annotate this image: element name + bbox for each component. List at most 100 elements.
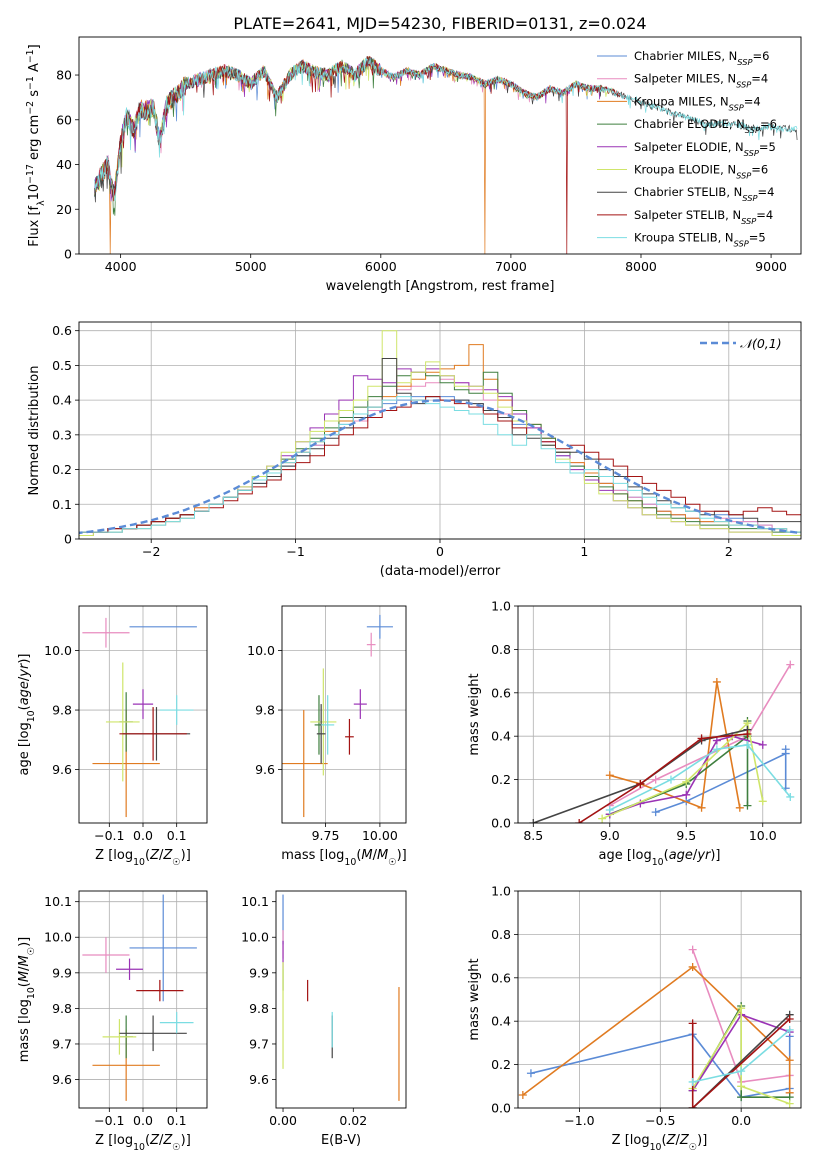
y-tick-label: 0.0 [491, 816, 511, 831]
y-tick-label: 9.7 [52, 1036, 72, 1051]
axes-frame [517, 605, 802, 824]
mass-weight-marker [605, 805, 614, 814]
axes-frame [78, 605, 208, 824]
mass-weight-line [692, 1005, 790, 1105]
axes-frame [78, 890, 208, 1109]
residual-histogram-panel: −2 −1 0 1 2 0 0.1 0.2 0.3 0.4 0.5 0.6 (data-model)/e… [27, 321, 802, 579]
y-axis-label: mass [log10(M/M☉)] [17, 937, 37, 1063]
mass-weight-marker [785, 1099, 794, 1108]
x-tick-label: 0.02 [339, 1113, 367, 1128]
y-axis-label: Normed distribution [27, 366, 42, 496]
mass-weight-marker [786, 792, 795, 801]
mass-weight-marker [737, 1067, 746, 1076]
axes-frame [281, 605, 407, 824]
y-tick-label: 0.5 [52, 358, 72, 373]
axes-frame [78, 321, 802, 540]
x-tick-label: 10.00 [362, 828, 398, 843]
mass-weight-marker [666, 775, 675, 784]
y-tick-label: 0.8 [491, 642, 511, 657]
x-tick-label: 0.0 [133, 828, 153, 843]
x-tick-label: 6000 [365, 259, 397, 274]
mass-weight-marker [785, 1015, 794, 1024]
y-tick-label: 9.8 [255, 703, 275, 718]
age-vs-metallicity-panel: −0.1 0.0 0.1 9.6 9.8 10.0 Z [log10(Z/Z☉)] age [… [17, 605, 208, 868]
spectrum-panel: 4000 5000 6000 7000 8000 9000 0 20 40 60 80 wavelen… [25, 36, 802, 294]
y-tick-label: 10.0 [44, 643, 72, 658]
legend-label: Chabrier STELIB, NSSP=4 [634, 185, 774, 203]
x-tick-label: 2 [725, 544, 733, 559]
spectrum-line [94, 56, 626, 254]
x-tick-label: −0.5 [645, 1113, 675, 1128]
y-tick-label: 60 [56, 112, 72, 127]
x-tick-label: 0.0 [133, 1113, 153, 1128]
mass-weight-marker [688, 1077, 697, 1086]
mass-weight-line [691, 1018, 791, 1108]
plot-area [82, 894, 197, 1101]
x-tick-label: 8.5 [523, 828, 543, 843]
x-tick-label: 0.0 [731, 1113, 751, 1128]
mass-weight-marker [529, 819, 538, 823]
legend-label: Salpeter MILES, NSSP=4 [634, 72, 768, 90]
legend-label: Kroupa MILES, NSSP=4 [634, 94, 761, 112]
mass-weight-marker [605, 771, 614, 780]
mass-weight-marker [712, 677, 721, 686]
y-tick-label: 9.6 [249, 1072, 269, 1087]
y-tick-label: 1.0 [491, 884, 511, 899]
mass-weight-marker [712, 736, 721, 745]
legend-label: Salpeter STELIB, NSSP=4 [634, 208, 773, 226]
y-tick-label: 0 [64, 247, 72, 262]
x-tick-label: 5000 [235, 259, 267, 274]
y-tick-label: 0 [64, 532, 72, 547]
x-tick-label: 1 [580, 544, 588, 559]
mass-weight-line [533, 728, 748, 823]
x-axis-label: E(B-V) [321, 1133, 361, 1148]
mass-weight-marker [682, 777, 691, 786]
mass-weight-marker [781, 745, 790, 754]
mass-weight-marker [598, 814, 607, 823]
plot-area [82, 617, 197, 818]
y-tick-label: 10.1 [44, 894, 72, 909]
y-tick-label: 0.2 [491, 772, 511, 787]
mass-weight-marker [743, 740, 752, 749]
legend-label: Chabrier MILES, NSSP=6 [634, 49, 769, 67]
x-axis-label: (data-model)/error [380, 564, 501, 579]
plot-area [282, 614, 393, 818]
x-axis-label: Z [log10(Z/Z☉)] [95, 848, 191, 868]
x-axis-label: Z [log10(Z/Z☉)] [95, 1133, 191, 1153]
y-tick-label: 9.9 [249, 965, 269, 980]
age-vs-mass-panel: 9.75 10.00 9.6 9.8 10.0 mass [log10(M/M☉)] [247, 605, 407, 868]
mass-weight-marker [758, 797, 767, 806]
y-tick-label: 80 [56, 68, 72, 83]
mass-weight-marker [651, 775, 660, 784]
spectrum-line [94, 58, 611, 202]
mass-weight-marker [697, 803, 706, 812]
x-tick-label: 0.1 [167, 828, 187, 843]
y-tick-label: 9.6 [52, 1072, 72, 1087]
y-axis-label: mass weight [467, 673, 482, 755]
y-tick-label: 20 [56, 202, 72, 217]
mass-weight-marker [688, 945, 697, 954]
y-tick-label: 9.7 [249, 1036, 269, 1051]
y-axis-label: Flux [fλ10−17 erg cm−2 s−1 A−1] [25, 44, 47, 246]
mass-weight-line [609, 664, 791, 807]
legend-label: Kroupa ELODIE, NSSP=6 [634, 163, 768, 181]
mass-weight-marker [688, 1019, 697, 1028]
mass-weight-marker [682, 790, 691, 799]
y-tick-label: 0.4 [52, 393, 72, 408]
spectrum-line [94, 57, 798, 202]
y-tick-label: 40 [56, 157, 72, 172]
mass-weight-line [522, 965, 791, 1096]
plot-area [282, 894, 400, 1101]
mass-weight-marker [575, 819, 584, 823]
mass-weight-marker [743, 801, 752, 810]
y-tick-label: 9.6 [255, 762, 275, 777]
x-axis-label: wavelength [Angstrom, rest frame] [326, 279, 555, 294]
plot-area [79, 330, 801, 536]
legend-label: Kroupa STELIB, NSSP=5 [634, 231, 766, 249]
y-tick-label: 9.8 [52, 1001, 72, 1016]
mass-weight-marker [737, 1004, 746, 1013]
x-tick-label: 9000 [755, 259, 787, 274]
y-tick-label: 0.4 [491, 729, 511, 744]
y-tick-label: 9.9 [52, 965, 72, 980]
